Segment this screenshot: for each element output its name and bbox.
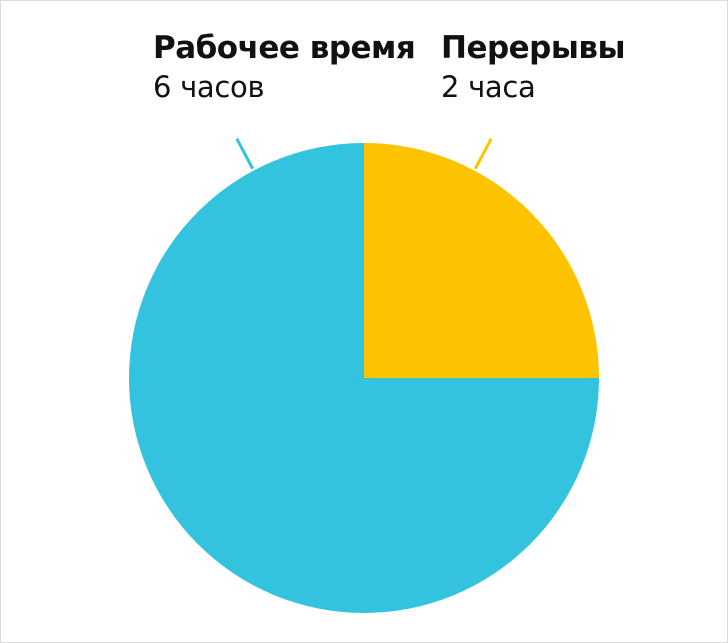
leader-line-breaks — [473, 138, 493, 170]
slice-value-work-time: 6 часов — [153, 69, 265, 104]
pie-slice-breaks — [364, 143, 599, 378]
label-breaks: Перерывы 2 часа — [441, 30, 626, 104]
slice-value-breaks: 2 часа — [441, 69, 536, 104]
leader-lines — [235, 138, 493, 170]
pie-slices — [129, 143, 599, 613]
label-work-time: Рабочее время 6 часов — [153, 30, 416, 104]
slice-label-breaks: Перерывы — [441, 30, 626, 66]
pie-slice-work-time — [129, 143, 599, 613]
slice-label-work-time: Рабочее время — [153, 30, 416, 66]
leader-line-work-time — [235, 138, 255, 170]
